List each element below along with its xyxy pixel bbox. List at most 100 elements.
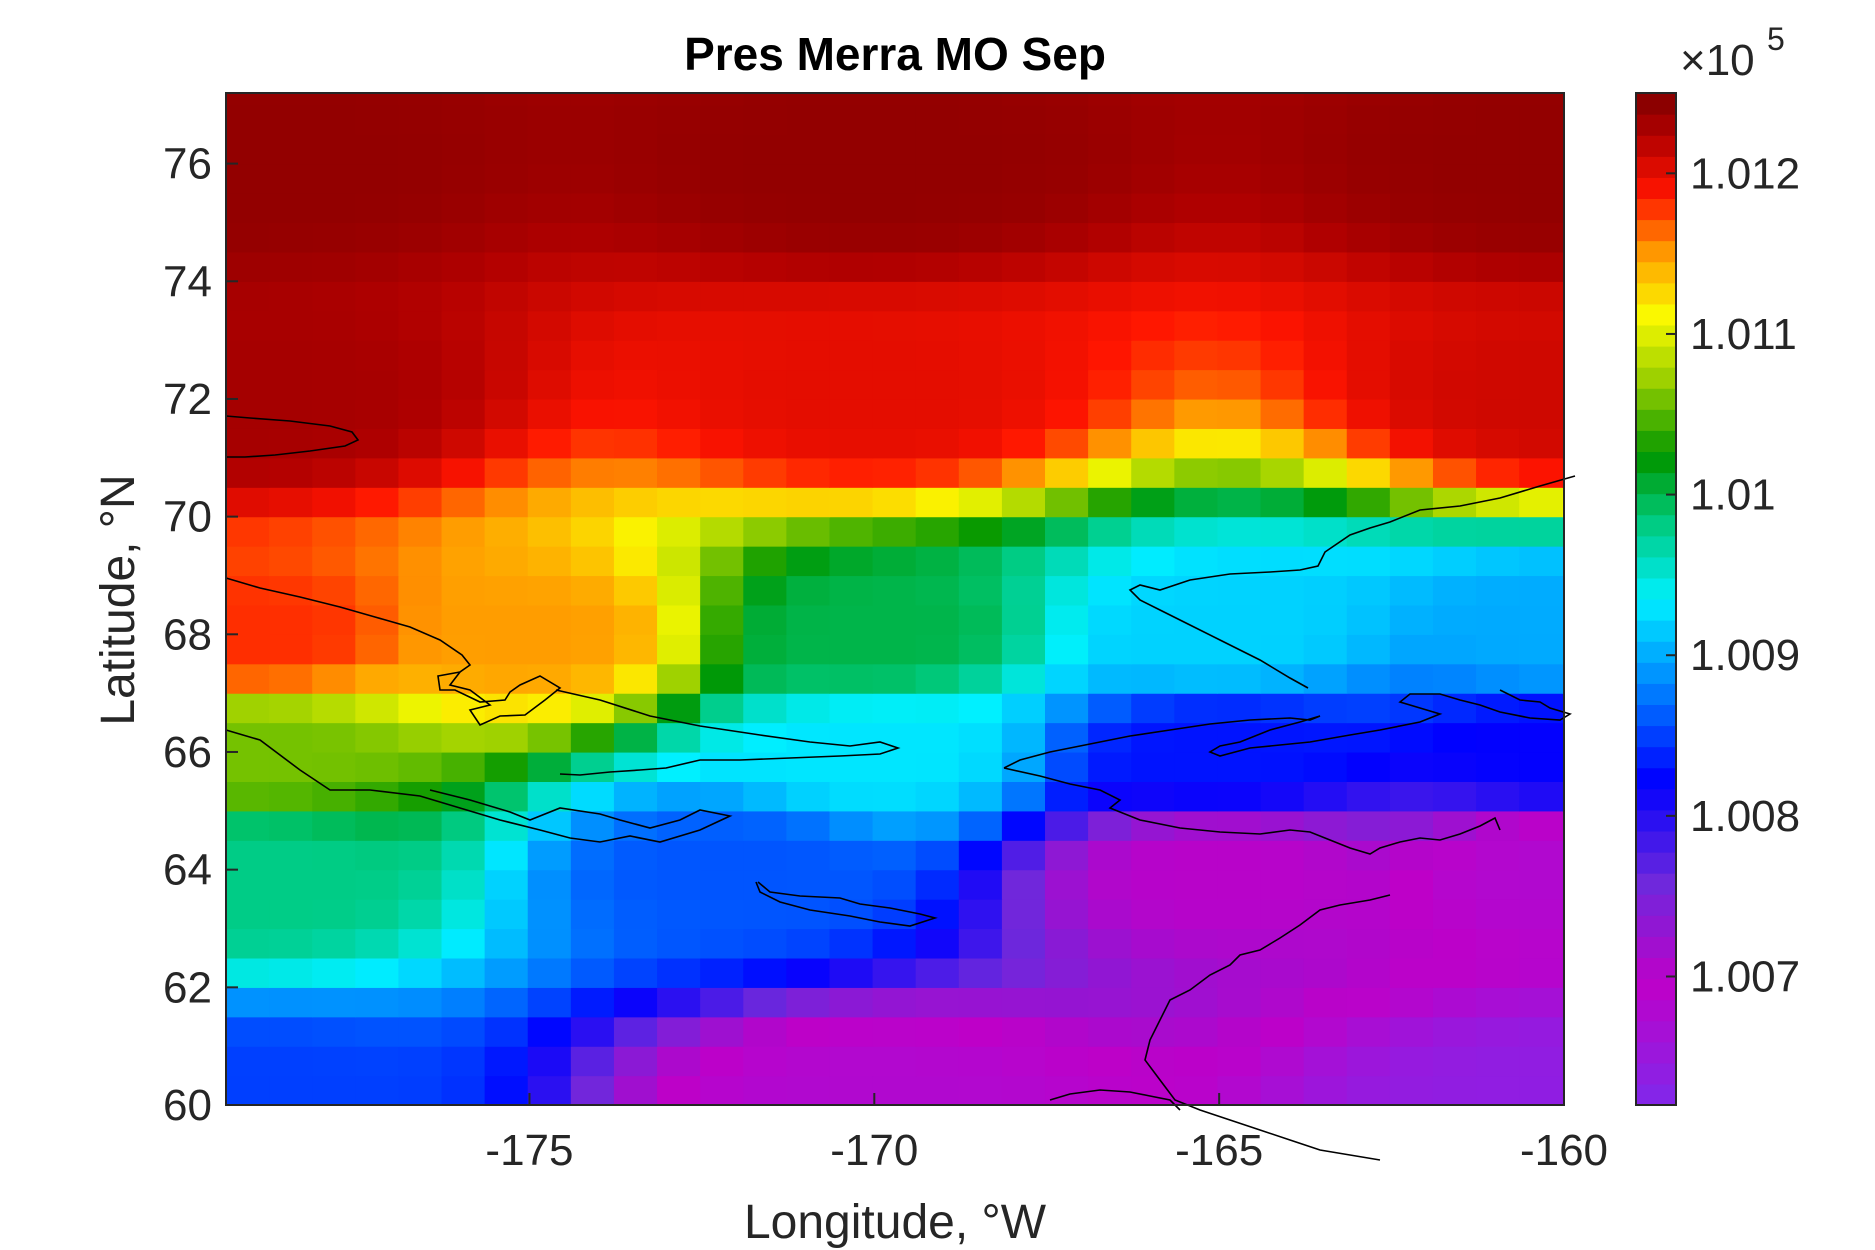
heatmap-cell	[829, 869, 874, 900]
colorbar-segment	[1636, 493, 1676, 516]
heatmap-cell	[1174, 340, 1219, 371]
heatmap-cell	[915, 546, 960, 577]
heatmap-cell	[484, 340, 529, 371]
heatmap-cell	[1088, 457, 1132, 488]
heatmap-cell	[441, 134, 486, 165]
heatmap-cell	[484, 1046, 529, 1077]
heatmap-cell	[1174, 869, 1219, 900]
heatmap-cell	[1519, 93, 1563, 106]
heatmap-cell	[570, 899, 615, 930]
heatmap-cell	[613, 369, 658, 400]
coastline-alaska-yukon	[1144, 894, 1391, 1161]
heatmap-cell	[657, 1046, 701, 1077]
heatmap-cell	[1131, 987, 1175, 1018]
heatmap-cell	[312, 93, 356, 106]
heatmap-cell	[269, 663, 313, 694]
heatmap-cell	[1174, 575, 1219, 606]
heatmap-cell	[1519, 1075, 1563, 1106]
heatmap-cell	[1260, 928, 1305, 959]
heatmap-cell	[915, 516, 960, 547]
heatmap-cell	[700, 987, 744, 1018]
heatmap-cell	[226, 987, 270, 1018]
heatmap-cell	[1432, 1046, 1477, 1077]
heatmap-cell	[1346, 1075, 1391, 1106]
colorbar-segment	[1636, 1041, 1676, 1064]
heatmap-cell	[1389, 310, 1434, 341]
heatmap-cell	[312, 751, 356, 782]
heatmap-cell	[1303, 93, 1348, 106]
heatmap-cell	[226, 810, 270, 841]
x-tick-label: -170	[830, 1126, 918, 1175]
heatmap-cell	[657, 398, 701, 429]
heatmap-cell	[527, 722, 572, 753]
heatmap-cell	[312, 840, 356, 871]
heatmap-cell	[355, 487, 400, 518]
heatmap-cell	[1174, 957, 1219, 988]
heatmap-cell	[1045, 546, 1089, 577]
colorbar-segment	[1636, 873, 1676, 895]
heatmap-cell	[829, 1075, 874, 1106]
heatmap-cell	[1476, 310, 1520, 341]
heatmap-cell	[743, 340, 787, 371]
heatmap-cell	[1260, 1075, 1305, 1106]
heatmap-cell	[527, 546, 572, 577]
heatmap-cell	[1389, 928, 1434, 959]
colorbar-tick-label: 1.011	[1690, 310, 1797, 359]
heatmap-cell	[915, 163, 960, 194]
heatmap-cell	[915, 693, 960, 724]
heatmap-cell	[1476, 93, 1520, 106]
heatmap-cell	[1001, 222, 1046, 253]
heatmap-cell	[312, 634, 356, 665]
heatmap-cell	[570, 1016, 615, 1047]
heatmap-cell	[1260, 310, 1305, 341]
heatmap-cell	[312, 487, 356, 518]
heatmap-cell	[269, 193, 313, 224]
heatmap-cell	[226, 281, 270, 312]
heatmap-cell	[958, 369, 1003, 400]
heatmap-cell	[872, 781, 917, 812]
heatmap-cell	[613, 546, 658, 577]
heatmap-cell	[700, 457, 744, 488]
heatmap-cell	[829, 428, 874, 459]
heatmap-cell	[1389, 340, 1434, 371]
heatmap-cell	[872, 104, 917, 135]
heatmap-cell	[1303, 457, 1348, 488]
heatmap-cell	[1217, 1075, 1262, 1106]
heatmap-cell	[398, 134, 443, 165]
heatmap-cell	[915, 134, 960, 165]
heatmap-cell	[527, 899, 572, 930]
colorbar-segment	[1636, 767, 1676, 790]
heatmap-cell	[786, 1016, 831, 1047]
heatmap-cell	[613, 604, 658, 635]
heatmap-cell	[1519, 604, 1563, 635]
heatmap-cell	[958, 722, 1003, 753]
heatmap-cell	[613, 516, 658, 547]
heatmap-cell	[570, 340, 615, 371]
heatmap-cell	[1174, 722, 1219, 753]
heatmap-cell	[1260, 104, 1305, 135]
heatmap-cell	[1519, 310, 1563, 341]
heatmap-cell	[484, 310, 529, 341]
heatmap-cell	[226, 193, 270, 224]
heatmap-cell	[1174, 281, 1219, 312]
heatmap-cell	[1260, 516, 1305, 547]
heatmap-cell	[570, 310, 615, 341]
heatmap-cell	[226, 340, 270, 371]
heatmap-cell	[1001, 487, 1046, 518]
colorbar-segment	[1636, 219, 1676, 242]
y-tick-label: 68	[163, 610, 212, 659]
heatmap-cell	[657, 222, 701, 253]
colorbar-segment	[1636, 282, 1676, 305]
heatmap-cell	[915, 575, 960, 606]
heatmap-cell	[700, 104, 744, 135]
heatmap-cell	[613, 340, 658, 371]
heatmap-cell	[700, 546, 744, 577]
heatmap-cell	[829, 310, 874, 341]
heatmap-cell	[1476, 546, 1520, 577]
heatmap-cell	[1389, 251, 1434, 282]
plot-frame	[225, 92, 1565, 1106]
heatmap-cell	[570, 722, 615, 753]
heatmap-cell	[1001, 781, 1046, 812]
heatmap-cell	[355, 663, 400, 694]
heatmap-cell	[1389, 957, 1434, 988]
